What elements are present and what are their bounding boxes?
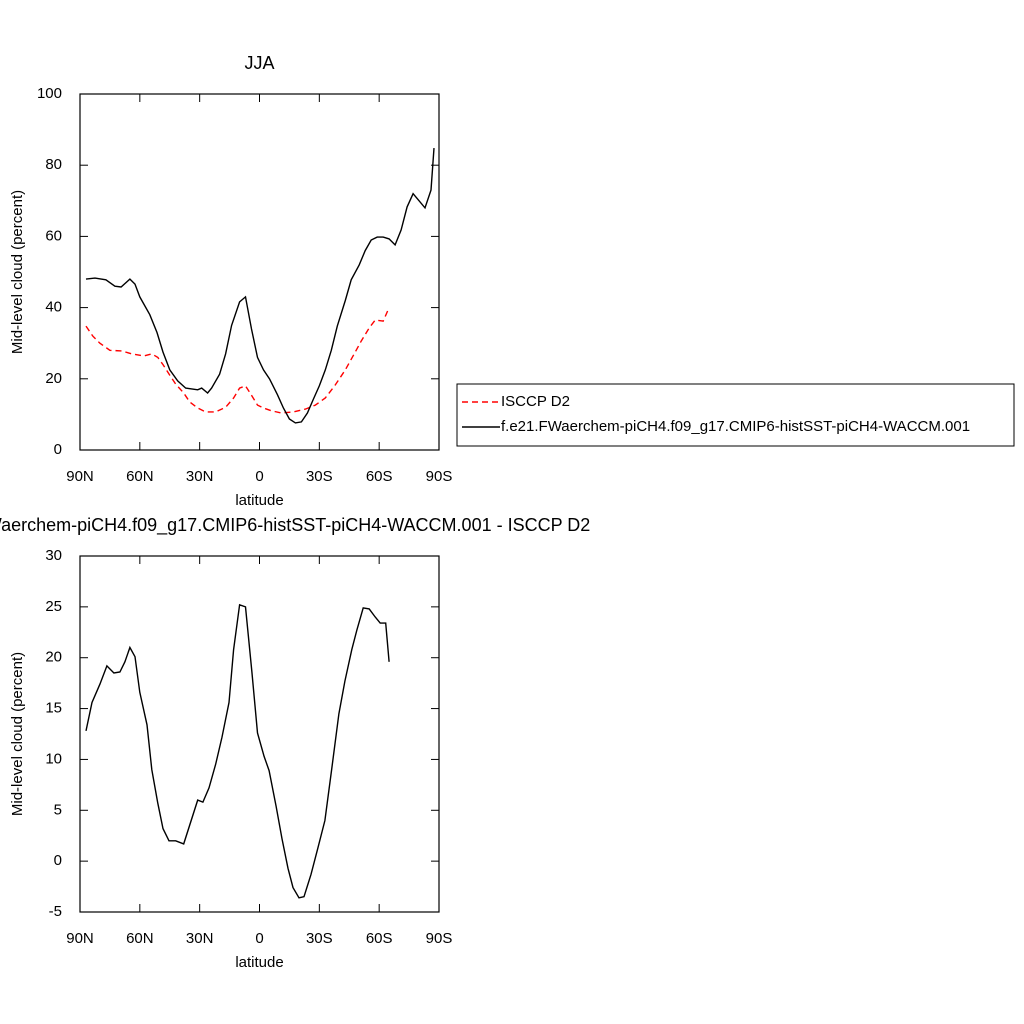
x-tick-label: 30S — [306, 468, 333, 485]
x-tick-label: 60N — [126, 468, 154, 485]
x-tick-label: 30N — [186, 930, 214, 947]
y-tick-label: 80 — [45, 156, 62, 173]
x-tick-label: 60N — [126, 930, 154, 947]
x-tick-label: 60S — [366, 930, 393, 947]
data-line — [85, 603, 390, 899]
legend-label: ISCCP D2 — [501, 393, 570, 410]
x-axis-label: latitude — [235, 954, 283, 971]
x-tick-label: 90N — [66, 468, 94, 485]
x-tick-label: 90N — [66, 930, 94, 947]
data-line — [85, 307, 390, 414]
legend-box — [456, 383, 1015, 447]
y-axis-label: Mid-level cloud (percent) — [9, 652, 26, 816]
x-tick-label: 30N — [186, 468, 214, 485]
y-tick-label: 10 — [45, 750, 62, 767]
y-tick-label: 0 — [54, 852, 62, 869]
y-tick-label: 30 — [45, 547, 62, 564]
y-tick-label: 15 — [45, 700, 62, 717]
chart-title: f.e21.FWaerchem-piCH4.f09_g17.CMIP6-hist… — [0, 515, 590, 536]
legend: ISCCP D2 f.e21.FWaerchem-piCH4.f09_g17.CM… — [456, 383, 1015, 447]
y-tick-label: 40 — [45, 299, 62, 316]
x-tick-label: 0 — [255, 930, 263, 947]
y-tick-label: 25 — [45, 598, 62, 615]
y-tick-label: 5 — [54, 801, 62, 818]
y-tick-label: 60 — [45, 227, 62, 244]
data-line — [85, 148, 435, 424]
y-tick-label: 100 — [37, 85, 62, 102]
x-tick-label: 0 — [255, 468, 263, 485]
plot-frame — [79, 93, 440, 451]
y-tick-label: 20 — [45, 649, 62, 666]
y-axis-label: Mid-level cloud (percent) — [9, 190, 26, 354]
y-tick-label: 0 — [54, 441, 62, 458]
y-tick-label: 20 — [45, 370, 62, 387]
chart-title: JJA — [244, 53, 274, 73]
x-axis-label: latitude — [235, 492, 283, 509]
x-tick-label: 90S — [426, 930, 453, 947]
x-tick-label: 90S — [426, 468, 453, 485]
x-tick-label: 30S — [306, 930, 333, 947]
x-tick-label: 60S — [366, 468, 393, 485]
legend-label: f.e21.FWaerchem-piCH4.f09_g17.CMIP6-hist… — [501, 418, 970, 435]
plot-frame — [79, 555, 440, 913]
y-tick-label: -5 — [49, 903, 62, 920]
